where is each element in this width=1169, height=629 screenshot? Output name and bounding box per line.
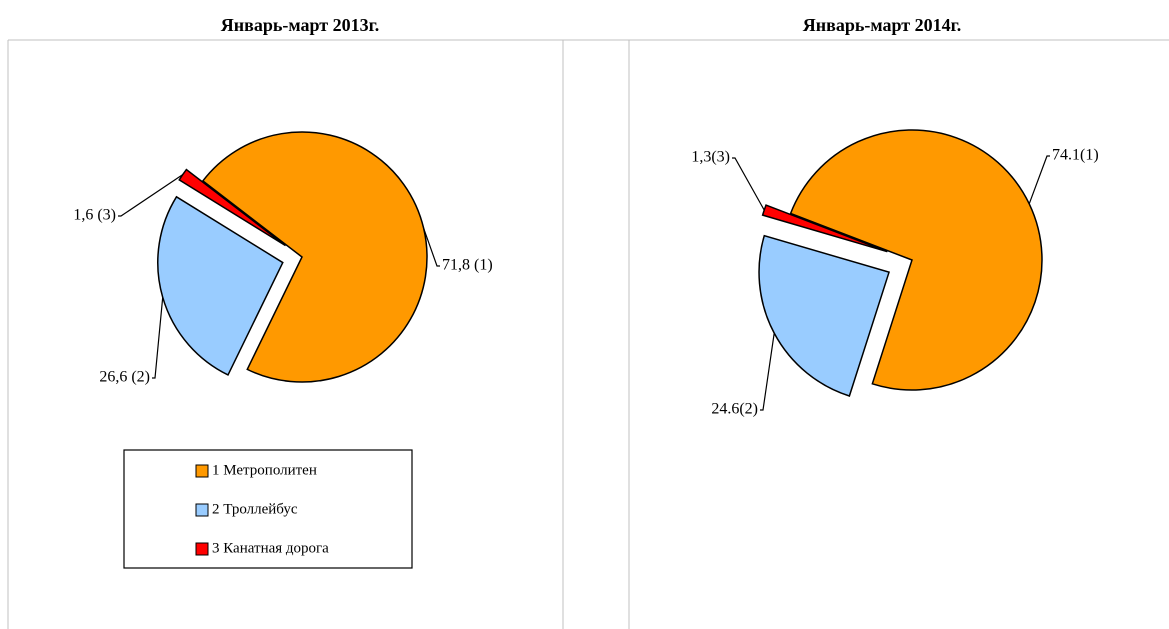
data-label: 74.1(1) <box>1052 147 1099 164</box>
leader-line <box>118 174 184 217</box>
pie-slice <box>789 129 1043 391</box>
data-label: 24.6(2) <box>711 401 758 418</box>
data-label: 1,3(3) <box>691 149 730 166</box>
data-label: 71,8 (1) <box>442 257 493 274</box>
leader-line <box>1028 155 1050 204</box>
legend-swatch <box>195 542 209 556</box>
pie-slice <box>758 234 890 397</box>
chart-title: Январь-март 2013г. <box>221 15 380 35</box>
legend-swatch <box>195 503 209 517</box>
data-label: 26,6 (2) <box>99 369 150 386</box>
legend-box <box>123 449 413 569</box>
pie-slice <box>178 168 286 247</box>
data-label: 1,6 (3) <box>73 207 116 224</box>
leader-line <box>760 333 775 411</box>
legend-label: 2 Троллейбус <box>212 501 298 517</box>
legend-label: 3 Канатная дорога <box>212 540 329 556</box>
leader-line <box>152 297 164 379</box>
pie-slice <box>157 195 284 376</box>
chart-title: Январь-март 2014г. <box>803 15 962 35</box>
leader-line <box>423 228 440 267</box>
pie-slice <box>201 131 428 383</box>
legend-swatch <box>195 464 209 478</box>
legend-label: 1 Метрополитен <box>212 462 317 478</box>
leader-line <box>732 157 765 211</box>
